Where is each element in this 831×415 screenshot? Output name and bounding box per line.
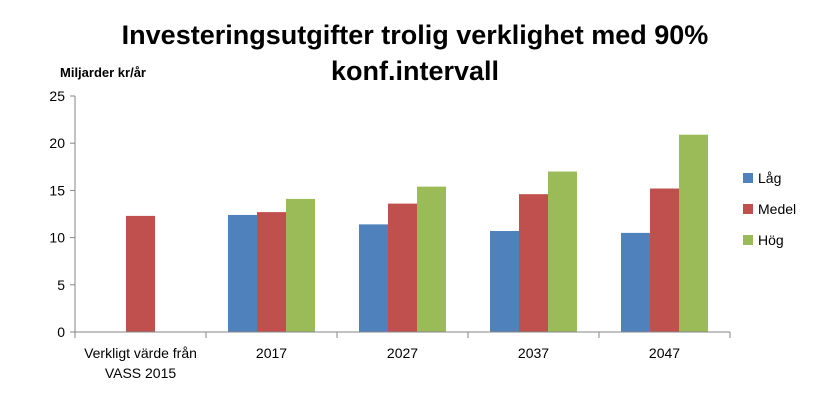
bar-medel-5 [650,188,679,332]
chart-title-line-2: konf.intervall [331,56,499,86]
y-tick-label: 15 [49,182,65,198]
bar-hög-4 [548,171,577,332]
bar-medel-2 [257,212,286,332]
legend-swatch-medel [743,204,753,214]
y-tick-label: 10 [49,230,65,246]
legend-label-medel: Medel [758,201,796,217]
legend: Låg Medel Hög [743,170,796,248]
bar-hög-3 [417,186,446,332]
bar-medel-4 [519,194,548,332]
y-tick-label: 20 [49,135,65,151]
x-axis-ticks: Verkligt värde från VASS 2015 2017 2027 2037… [74,332,731,381]
bar-medel-3 [388,203,417,332]
chart-title: Investeringsutgifter trolig verklighet m… [122,20,709,86]
x-category-label: 2037 [518,345,549,361]
bar-låg-4 [490,230,519,332]
bar-låg-5 [621,232,650,332]
bar-medel-1 [126,215,155,332]
legend-swatch-hög [743,235,753,245]
x-category-label: Verkligt värde från [84,345,197,361]
y-axis-ticks: 0 5 10 15 20 25 [49,88,75,340]
legend-label-låg: Låg [758,170,781,186]
y-tick-label: 25 [49,88,65,104]
x-category-label: VASS 2015 [105,365,177,381]
x-category-label: 2047 [649,345,680,361]
y-tick-label: 5 [57,277,65,293]
y-tick-label: 0 [57,324,65,340]
chart-title-line-1: Investeringsutgifter trolig verklighet m… [122,20,709,50]
x-category-label: 2017 [256,345,287,361]
legend-swatch-låg [743,173,753,183]
x-category-label: 2027 [387,345,418,361]
bar-hög-5 [679,134,708,332]
bar-hög-2 [286,198,315,332]
bar-låg-2 [228,214,257,332]
legend-label-hög: Hög [758,232,784,248]
y-axis-label: Miljarder kr/år [60,65,146,80]
bar-låg-3 [359,224,388,332]
bars [126,134,708,332]
